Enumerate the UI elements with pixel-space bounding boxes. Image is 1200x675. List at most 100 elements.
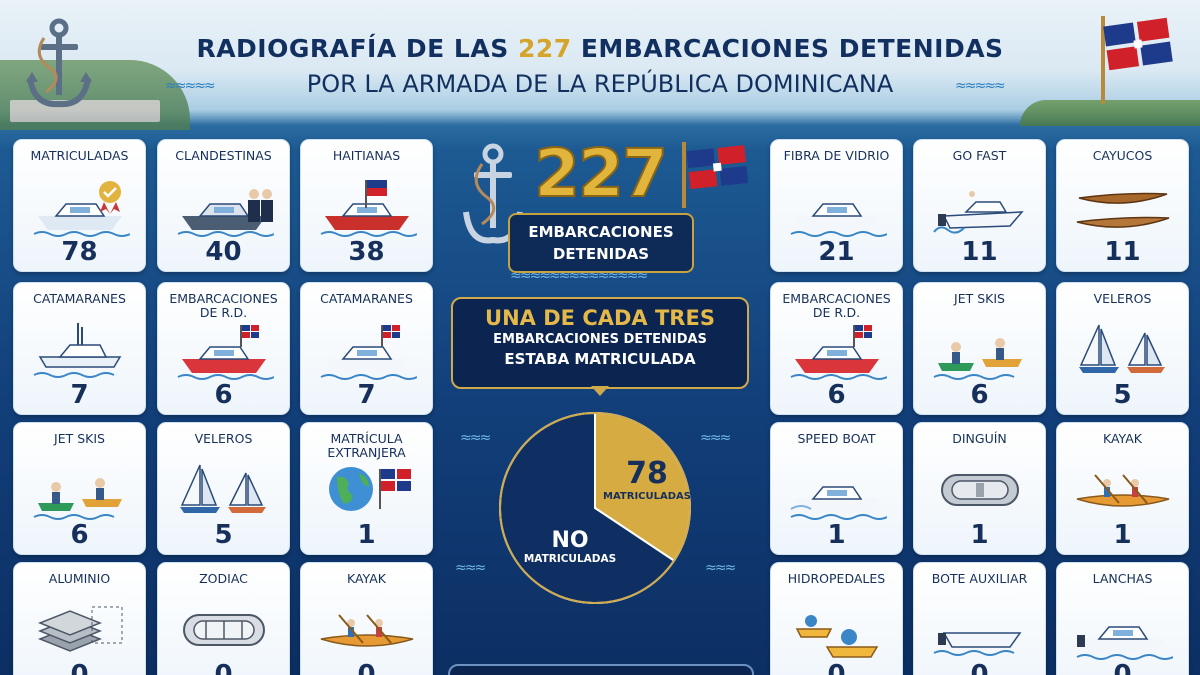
pie-slice-label-unregistered-line1: NO [551, 528, 589, 553]
wave-decoration-left: ≈≈≈≈≈ [165, 78, 216, 94]
globe-icon [301, 459, 432, 521]
stat-card-value: 1 [970, 520, 989, 550]
total-caption-badge: EMBARCACIONES DETENIDAS [508, 213, 694, 273]
stat-card-value: 5 [1113, 380, 1132, 410]
stat-card-value: 1 [357, 520, 376, 550]
stat-card-label: SPEED BOAT [797, 431, 876, 446]
wave-decoration: ≈≈≈ [460, 430, 491, 446]
dominican-flag-icon [1101, 16, 1173, 104]
pie-slice-label-unregistered-line2: MATRICULADAS [523, 553, 617, 565]
stat-card-label: KAYAK [347, 571, 386, 586]
speed-boat-icon [771, 459, 902, 521]
stat-card-label: LANCHAS [1092, 571, 1153, 586]
stat-card: CLANDESTINAS 40 [157, 139, 290, 272]
stat-card: EMBARCACIONES DE R.D. 6 [157, 282, 290, 415]
clandestine-boat-icon [158, 176, 289, 238]
wave-decoration-right: ≈≈≈≈≈ [955, 78, 1006, 94]
wave-decoration: ≈≈≈≈≈≈≈≈≈≈≈≈≈≈ [510, 268, 648, 284]
stat-card-value: 0 [214, 660, 233, 675]
stat-card: CATAMARANES 7 [300, 282, 433, 415]
kayak-icon [301, 599, 432, 661]
stat-card: HIDROPEDALES 0 [770, 562, 903, 675]
stat-card-value: 11 [1104, 237, 1141, 267]
stat-card: CATAMARANES 7 [13, 282, 146, 415]
callout-headline: UNA DE CADA TRES [485, 306, 715, 330]
stat-card-label: GO FAST [952, 148, 1007, 163]
jet-ski-icon [914, 319, 1045, 381]
dr-boat-icon [771, 319, 902, 381]
stat-card: MATRÍCULA EXTRANJERA 1 [300, 422, 433, 555]
sailboat-icon [1057, 319, 1188, 381]
stat-card: DINGUÍN 1 [913, 422, 1046, 555]
stat-card-label: ALUMINIO [48, 571, 111, 586]
stat-card-label: CAYUCOS [1092, 148, 1153, 163]
stat-card-label: FIBRA DE VIDRIO [783, 148, 890, 163]
stat-card: CAYUCOS 11 [1056, 139, 1189, 272]
stat-card-value: 40 [205, 237, 242, 267]
launch-icon [1057, 599, 1188, 661]
stat-card-value: 0 [970, 660, 989, 675]
fiberglass-boat-icon [771, 176, 902, 238]
stat-card: KAYAK 1 [1056, 422, 1189, 555]
bottom-banner [448, 664, 754, 675]
coast-left-illustration [0, 60, 190, 130]
registered-boat-icon [14, 176, 145, 238]
stat-card: VELEROS 5 [1056, 282, 1189, 415]
wave-decoration: ≈≈≈ [705, 560, 736, 576]
stat-card-label: JET SKIS [954, 291, 1005, 306]
stat-card: BOTE AUXILIAR 0 [913, 562, 1046, 675]
stat-card-value: 6 [970, 380, 989, 410]
stat-card-label: DINGUÍN [952, 431, 1007, 446]
stat-card-value: 0 [1113, 660, 1132, 675]
stat-card: ZODIAC 0 [157, 562, 290, 675]
catamaran-icon [14, 319, 145, 381]
stat-card: JET SKIS 6 [13, 422, 146, 555]
yacht-icon [301, 319, 432, 381]
aluminum-icon [14, 599, 145, 661]
anchor-icon [26, 18, 92, 108]
stat-card-label: KAYAK [1103, 431, 1142, 446]
dominican-flag-icon [682, 142, 749, 208]
stat-card-label: CLANDESTINAS [175, 148, 272, 163]
stat-card-label: MATRÍCULA EXTRANJERA [327, 431, 406, 460]
stat-card-value: 11 [961, 237, 998, 267]
stat-card-value: 0 [70, 660, 89, 675]
dr-boat-icon [158, 319, 289, 381]
stat-card: MATRICULADAS 78 [13, 139, 146, 272]
stat-card-label: VELEROS [194, 431, 253, 446]
go-fast-boat-icon [914, 176, 1045, 238]
zodiac-icon [158, 599, 289, 661]
stat-card-value: 7 [357, 380, 376, 410]
stat-card-label: CATAMARANES [33, 291, 126, 306]
pie-chart-svg [499, 411, 691, 604]
total-count: 227 [533, 134, 669, 213]
stat-card-value: 5 [214, 520, 233, 550]
stat-card-value: 6 [214, 380, 233, 410]
stat-card-label: VELEROS [1093, 291, 1152, 306]
stat-card: FIBRA DE VIDRIO 21 [770, 139, 903, 272]
stat-card-value: 7 [70, 380, 89, 410]
stat-card: JET SKIS 6 [913, 282, 1046, 415]
coast-right-illustration [1020, 100, 1200, 126]
wave-decoration: ≈≈≈ [700, 430, 731, 446]
stat-card-label: EMBARCACIONES DE R.D. [782, 291, 891, 320]
pie-outline [499, 412, 691, 604]
stat-card-label: HIDROPEDALES [787, 571, 886, 586]
stat-card-value: 1 [1113, 520, 1132, 550]
pie-label-unregistered: NO MATRICULADAS [505, 528, 635, 565]
stat-card-value: 21 [818, 237, 855, 267]
pie-value-registered: 78 [626, 456, 668, 491]
stat-card-label: BOTE AUXILIAR [931, 571, 1028, 586]
stat-card: HAITIANAS 38 [300, 139, 433, 272]
auxiliary-boat-icon [914, 599, 1045, 661]
dinghy-icon [914, 459, 1045, 521]
stat-card-value: 38 [348, 237, 385, 267]
page-subtitle: POR LA ARMADA DE LA REPÚBLICA DOMINICANA [306, 70, 894, 98]
registration-pie-chart: 78 MATRICULADAS NO MATRICULADAS [497, 410, 693, 606]
total-caption-line2: DETENIDAS [552, 245, 650, 263]
canoe-icon [1057, 176, 1188, 238]
stat-card: VELEROS 5 [157, 422, 290, 555]
jet-ski-icon [14, 459, 145, 521]
callout-line2: EMBARCACIONES DETENIDAS [493, 332, 707, 347]
pie-label-registered: 78 MATRICULADAS [601, 456, 693, 502]
